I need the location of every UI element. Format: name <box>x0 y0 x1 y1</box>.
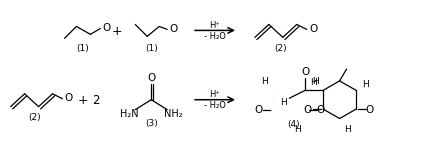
Text: 2: 2 <box>92 94 99 107</box>
Text: +: + <box>112 25 123 38</box>
Text: H₂N: H₂N <box>120 109 138 119</box>
Text: (1): (1) <box>76 44 89 53</box>
Text: O: O <box>64 93 73 103</box>
Text: O: O <box>303 105 311 115</box>
Text: NH₂: NH₂ <box>164 109 183 119</box>
Text: (2): (2) <box>275 44 287 53</box>
Text: O: O <box>147 73 155 83</box>
Text: H: H <box>363 80 369 89</box>
Text: O: O <box>366 105 374 115</box>
Text: O: O <box>317 105 325 115</box>
Text: H: H <box>294 125 301 134</box>
Text: O: O <box>169 24 177 34</box>
Text: - H₂O: - H₂O <box>204 101 226 110</box>
Text: +: + <box>78 94 89 107</box>
Text: H: H <box>312 77 318 86</box>
Text: O: O <box>310 24 318 34</box>
Text: (1): (1) <box>145 44 158 53</box>
Text: H⁺: H⁺ <box>209 90 220 99</box>
Text: H: H <box>344 125 351 134</box>
Text: H: H <box>261 77 268 86</box>
Text: O: O <box>102 23 110 33</box>
Text: (3): (3) <box>145 119 158 128</box>
Text: - H₂O: - H₂O <box>204 32 226 41</box>
Text: O: O <box>254 105 263 115</box>
Text: O: O <box>301 67 309 78</box>
Text: (4): (4) <box>287 120 300 129</box>
Text: H: H <box>280 98 287 107</box>
Text: H⁺: H⁺ <box>209 21 220 30</box>
Text: H: H <box>310 78 317 87</box>
Text: (2): (2) <box>28 113 41 122</box>
